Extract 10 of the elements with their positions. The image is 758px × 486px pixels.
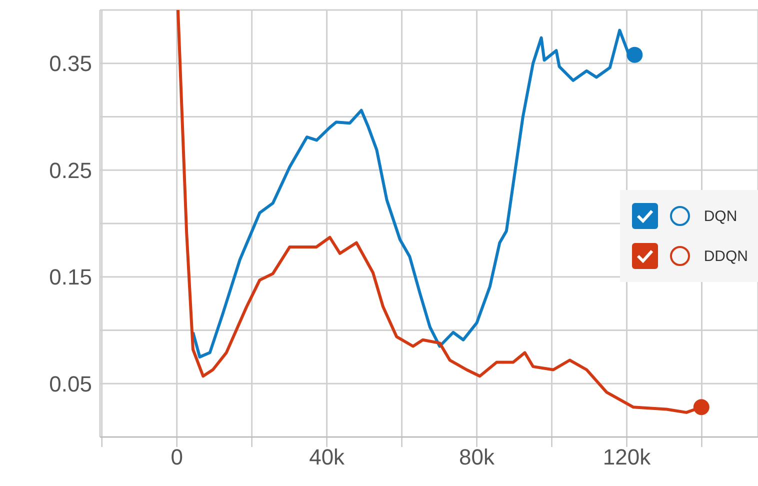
y-tick-label: 0.15 xyxy=(49,264,92,290)
legend-label: DDQN xyxy=(704,248,748,264)
y-tick-label: 0.35 xyxy=(49,51,92,76)
y-tick-label: 0.05 xyxy=(49,371,92,396)
x-tick-label: 0 xyxy=(170,444,183,470)
x-tick-label: 40k xyxy=(309,444,346,470)
legend-label: DQN xyxy=(704,208,738,224)
x-tick-label: 80k xyxy=(459,444,496,470)
y-tick-label: 0.25 xyxy=(49,158,92,183)
x-tick-label: 120k xyxy=(602,444,652,470)
